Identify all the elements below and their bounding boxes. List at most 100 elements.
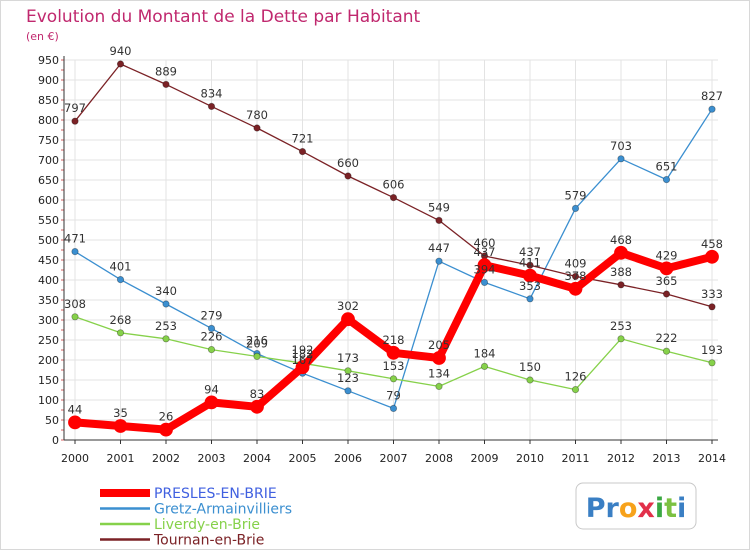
data-point (435, 257, 443, 265)
data-label: 216 (246, 334, 268, 348)
data-label: 797 (64, 101, 86, 115)
y-tick-label: 400 (38, 274, 59, 287)
data-label: 253 (610, 319, 632, 333)
x-tick-label: 2014 (698, 452, 726, 465)
data-label: 889 (155, 64, 177, 78)
data-point (435, 216, 443, 224)
data-point (432, 351, 446, 365)
data-label: 205 (428, 338, 450, 352)
data-label: 365 (656, 274, 678, 288)
data-label: 429 (656, 248, 678, 262)
data-label: 35 (113, 406, 128, 420)
y-tick-label: 650 (38, 174, 59, 187)
legend: PRESLES-EN-BRIEGretz-ArmainvilliersLiver… (100, 486, 292, 549)
y-tick-label: 500 (38, 234, 59, 247)
data-label: 83 (250, 387, 265, 401)
data-point (116, 60, 125, 68)
y-tick-label: 750 (38, 134, 59, 147)
data-point (116, 329, 125, 337)
data-label: 150 (519, 360, 541, 374)
data-point (480, 362, 489, 370)
data-label: 268 (110, 313, 132, 327)
data-label: 940 (110, 44, 132, 58)
x-tick-label: 2009 (471, 452, 499, 465)
data-point (253, 352, 261, 360)
data-label: 340 (155, 284, 177, 298)
data-point (389, 194, 398, 202)
data-label: 308 (64, 297, 86, 311)
data-label: 353 (519, 279, 541, 293)
data-point (162, 300, 170, 308)
data-label: 606 (383, 178, 405, 192)
data-point (71, 248, 79, 256)
data-label: 394 (474, 262, 496, 276)
data-point (526, 261, 534, 269)
data-label: 549 (428, 200, 450, 214)
data-label: 780 (246, 108, 268, 122)
data-label: 660 (337, 156, 359, 170)
data-label: 44 (68, 402, 83, 416)
axes: 0 50 100 150 200 250 300 350 400 450 500 550 600 650 7… (38, 54, 726, 465)
y-tick-label: 250 (38, 334, 59, 347)
data-label: 378 (565, 269, 587, 283)
data-label: 209 (246, 336, 268, 350)
y-tick-label: 200 (38, 354, 59, 367)
data-label: 226 (201, 330, 223, 344)
data-label: 333 (701, 287, 723, 301)
data-point (207, 345, 216, 354)
x-tick-label: 2010 (516, 452, 544, 465)
data-point (662, 176, 671, 184)
y-tick-label: 50 (45, 414, 59, 427)
data-label: 388 (610, 265, 632, 279)
x-tick-label: 2002 (152, 452, 180, 465)
data-point (344, 172, 352, 180)
legend-label: Gretz-Armainvilliers (154, 502, 292, 518)
proxiti-logo: Proxiti (575, 482, 697, 530)
data-point (207, 324, 216, 332)
data-point (250, 399, 264, 414)
data-point (662, 347, 671, 355)
data-point (523, 268, 537, 283)
data-label: 302 (337, 299, 359, 313)
data-label: 703 (610, 139, 632, 153)
y-tick-label: 450 (38, 254, 59, 267)
data-label: 579 (565, 188, 587, 202)
data-label: 184 (474, 346, 496, 360)
data-point (204, 395, 219, 410)
data-point (435, 382, 443, 390)
x-tick-label: 2012 (607, 452, 635, 465)
y-tick-label: 950 (38, 54, 59, 67)
data-point (708, 359, 716, 367)
data-point (477, 258, 492, 273)
y-tick-label: 0 (52, 434, 59, 447)
chart-title: Evolution du Montant de la Dette par Hab… (26, 7, 421, 27)
data-point (344, 387, 352, 395)
data-point (526, 376, 534, 384)
data-label: 279 (201, 308, 223, 322)
data-label: 218 (383, 333, 405, 347)
y-tick-label: 800 (38, 114, 59, 127)
data-label: 471 (64, 232, 86, 246)
data-point (617, 281, 625, 289)
data-label: 173 (337, 351, 359, 365)
data-point (659, 261, 674, 276)
data-point (705, 249, 719, 264)
data-label: 827 (701, 89, 723, 103)
x-tick-label: 2011 (562, 452, 590, 465)
data-point (614, 245, 628, 260)
x-tick-label: 2004 (243, 452, 271, 465)
data-label: 460 (474, 236, 496, 250)
data-label: 192 (292, 343, 314, 357)
data-label: 468 (610, 233, 632, 247)
data-label: 447 (428, 241, 450, 255)
data-label: 222 (656, 331, 678, 345)
data-point (295, 360, 310, 375)
data-point (113, 419, 128, 433)
y-tick-label: 100 (38, 394, 59, 407)
data-point (71, 117, 79, 125)
data-point (571, 272, 580, 280)
data-point (708, 105, 716, 113)
